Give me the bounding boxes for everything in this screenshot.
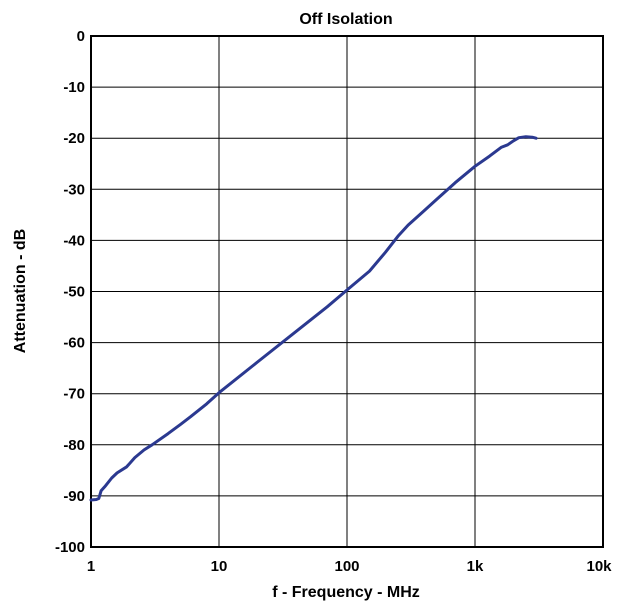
y-axis-label: Attenuation - dB	[12, 229, 29, 353]
y-tick-label: 0	[77, 28, 85, 45]
x-tick-label: 1	[87, 558, 95, 575]
y-tick-label: -100	[55, 539, 85, 556]
chart-title: Off Isolation	[299, 11, 392, 28]
y-tick-label: -90	[63, 488, 85, 505]
x-tick-label: 1k	[467, 558, 484, 575]
y-tick-label: -60	[63, 335, 85, 352]
x-tick-label: 10	[211, 558, 228, 575]
plot-frame	[90, 35, 604, 548]
series-line	[89, 135, 538, 502]
y-tick-label: -10	[63, 79, 85, 96]
y-tick-label: -20	[63, 130, 85, 147]
y-axis-ticks: 0 -10 -20 -30 -40 -50 -60 -70 -80 -90 -100	[55, 28, 85, 556]
y-tick-label: -50	[63, 284, 85, 301]
y-tick-label: -30	[63, 181, 85, 198]
x-axis-label: f - Frequency - MHz	[272, 584, 420, 601]
x-tick-label: 10k	[586, 558, 612, 575]
x-axis-ticks: 1 10 100 1k 10k	[87, 558, 612, 575]
y-tick-label: -40	[63, 232, 85, 249]
x-tick-label: 100	[334, 558, 359, 575]
y-tick-label: -70	[63, 386, 85, 403]
y-tick-label: -80	[63, 437, 85, 454]
